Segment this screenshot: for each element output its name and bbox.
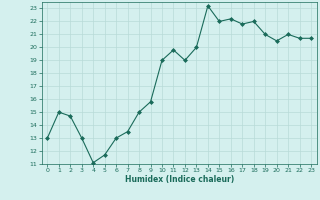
X-axis label: Humidex (Indice chaleur): Humidex (Indice chaleur) bbox=[124, 175, 234, 184]
